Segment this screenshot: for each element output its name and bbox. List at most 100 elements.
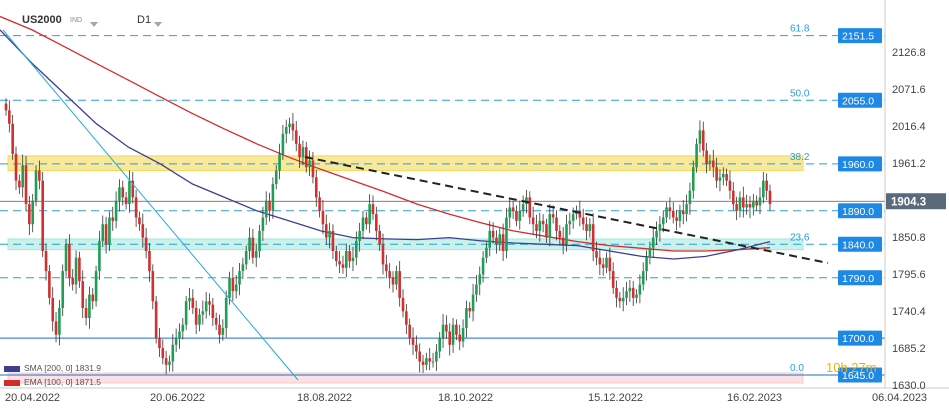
candle [281, 133, 285, 154]
candle [228, 277, 231, 298]
candle [541, 220, 545, 225]
candle [405, 311, 408, 325]
candle [571, 214, 575, 221]
candle [114, 200, 118, 221]
candle [231, 277, 235, 292]
candle [118, 187, 121, 201]
level-tag-2151.5[interactable] [838, 28, 882, 44]
candle [174, 338, 178, 345]
candle [511, 207, 515, 211]
candle [288, 123, 291, 128]
y-tick-label: 1850.8 [892, 232, 926, 244]
candle [344, 251, 348, 268]
sma-swatch [4, 365, 20, 372]
candle [505, 217, 508, 251]
candle [701, 130, 705, 151]
candle [101, 224, 105, 241]
candle [98, 240, 101, 272]
symbol-label[interactable]: US2000 [22, 14, 62, 26]
x-tick-label: 16.02.2023 [727, 392, 782, 404]
candle [555, 217, 558, 231]
candle [91, 294, 95, 302]
candle [68, 244, 71, 278]
candle [411, 338, 415, 345]
candle [18, 180, 21, 188]
candle [735, 204, 738, 211]
candle [458, 334, 462, 342]
candle [214, 318, 218, 325]
candle [588, 224, 592, 231]
x-tick-label: 18.08.2022 [297, 392, 352, 404]
candle [685, 204, 688, 215]
candle [61, 271, 65, 308]
candle [248, 237, 251, 251]
candle [408, 324, 411, 339]
level-tag-2055.0[interactable] [838, 92, 882, 108]
candle [742, 197, 745, 208]
level-tag-text-1960.0: 1960.0 [842, 159, 874, 171]
ema-legend[interactable]: EMA [100, 0] 1871.5 [4, 377, 101, 387]
level-tag-text-1790.0: 1790.0 [842, 273, 874, 285]
timeframe-label[interactable]: D1 [137, 14, 152, 26]
candle [678, 210, 682, 221]
candle [461, 328, 465, 342]
candle [668, 207, 672, 211]
candle [224, 297, 228, 329]
candle [131, 180, 135, 198]
candle [64, 244, 68, 272]
level-tag-text-1890.0: 1890.0 [842, 206, 874, 218]
candle [14, 153, 18, 181]
fib-label-38.2: 38.2 [790, 152, 810, 163]
candle [675, 217, 678, 221]
candle [508, 207, 512, 218]
candle [218, 324, 221, 335]
candle [58, 307, 61, 335]
y-tick-label: 2016.4 [892, 121, 926, 133]
candle [528, 197, 532, 218]
candle [671, 210, 675, 218]
level-tag-1840.0[interactable] [838, 236, 882, 252]
candle [34, 170, 38, 201]
level-tag-1645.0[interactable] [838, 367, 882, 383]
candle [51, 297, 55, 322]
sma-legend[interactable]: SMA [200, 0] 1831.9 [4, 363, 101, 373]
candle [324, 224, 328, 238]
level-tag-text-1840.0: 1840.0 [842, 239, 874, 251]
level-tag-1700.0[interactable] [838, 330, 882, 346]
candle [698, 130, 702, 144]
candle [578, 210, 582, 218]
current-price-tag[interactable] [886, 193, 946, 210]
candle [261, 217, 265, 231]
candle [605, 257, 608, 268]
candle [11, 123, 14, 154]
level-tag-text-2055.0: 2055.0 [842, 95, 874, 107]
candle [421, 361, 425, 365]
x-tick-label: 06.04.2023 [872, 392, 927, 404]
level-tag-1890.0[interactable] [838, 203, 882, 219]
candle [244, 251, 248, 265]
candle [545, 224, 548, 238]
timeframe-dropdown-icon[interactable] [154, 18, 162, 30]
candle [548, 214, 552, 238]
candle [148, 251, 151, 272]
candle [328, 230, 331, 238]
candle [264, 200, 268, 218]
candle [711, 160, 715, 168]
candle [48, 271, 51, 298]
level-tag-1960.0[interactable] [838, 156, 882, 172]
symbol-dropdown-icon[interactable] [90, 18, 98, 30]
y-tick-label: 1740.4 [892, 306, 926, 318]
candle [321, 210, 325, 225]
candle [398, 271, 401, 298]
candle [238, 271, 241, 285]
sma-legend-label: SMA [200, 0] 1831.9 [24, 363, 102, 373]
level-tag-1790.0[interactable] [838, 270, 882, 286]
candle [128, 180, 131, 205]
candle [301, 147, 305, 158]
candle [715, 167, 718, 181]
candle [611, 271, 615, 288]
candle [625, 291, 628, 298]
candle [94, 271, 98, 302]
candle [451, 324, 455, 345]
